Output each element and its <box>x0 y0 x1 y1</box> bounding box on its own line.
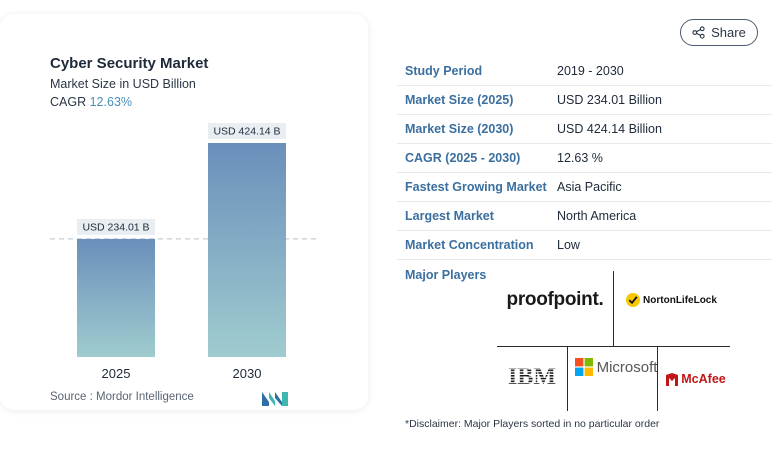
cagr-label: CAGR <box>50 95 87 109</box>
source-text: Source : Mordor Intelligence <box>50 391 194 403</box>
info-value: USD 234.01 Billion <box>557 93 662 107</box>
market-info-table: Study Period 2019 - 2030 Market Size (2025… <box>397 57 772 260</box>
ibm-striped-logo: IBM <box>508 364 556 386</box>
info-row: Largest Market North America <box>397 202 772 231</box>
divider <box>497 346 730 347</box>
data-label-bg <box>77 218 155 235</box>
chart-subtitle: Market Size in USD Billion <box>50 77 196 91</box>
info-row: CAGR (2025 - 2030) 12.63 % <box>397 144 772 173</box>
microsoft-squares-icon <box>574 358 593 376</box>
share-icon <box>692 26 705 39</box>
divider <box>657 346 658 411</box>
info-value: 2019 - 2030 <box>557 64 624 78</box>
mcafee-logo: McAfee <box>661 367 731 391</box>
info-value: USD 424.14 Billion <box>557 122 662 136</box>
bar-chart: USD 234.01 B 2025 USD 424.14 B 2030 <box>50 123 316 381</box>
ibm-wordmark: IBM <box>508 364 556 386</box>
info-label: Fastest Growing Market <box>405 180 547 194</box>
cagr-line: CAGR 12.63% <box>50 95 132 109</box>
info-value: 12.63 % <box>557 151 603 165</box>
check-badge-icon <box>626 293 641 307</box>
microsoft-logo: Microsoft <box>573 355 659 379</box>
major-players-grid: proofpoint. NortonLifeLock IBM Microsoft <box>497 271 772 411</box>
bar-2025 <box>77 238 155 357</box>
info-label: Largest Market <box>405 209 494 223</box>
mcafee-shield-icon <box>666 372 679 386</box>
proofpoint-wordmark: proofpoint <box>506 289 599 310</box>
disclaimer-text: *Disclaimer: Major Players sorted in no … <box>405 418 660 430</box>
info-value: North America <box>557 209 637 223</box>
mcafee-wordmark: McAfee <box>681 372 726 386</box>
proofpoint-dot: . <box>598 289 604 310</box>
x-tick-label: 2030 <box>233 366 262 381</box>
info-value: Low <box>557 238 580 252</box>
proofpoint-logo: proofpoint. <box>497 281 613 319</box>
divider <box>613 271 614 346</box>
cagr-value: 12.63% <box>89 95 133 109</box>
ibm-logo: IBM <box>501 363 563 387</box>
data-label: USD 234.01 B <box>82 221 149 233</box>
info-row: Market Size (2030) USD 424.14 Billion <box>397 115 772 144</box>
info-row: Study Period 2019 - 2030 <box>397 57 772 86</box>
major-players-label: Major Players <box>405 268 487 282</box>
info-label: Market Size (2030) <box>405 122 514 136</box>
market-summary-card: Cyber Security Market Market Size in USD… <box>0 14 368 410</box>
info-row: Fastest Growing Market Asia Pacific <box>397 173 772 202</box>
info-row: Market Concentration Low <box>397 231 772 260</box>
data-label: USD 424.14 B <box>213 126 280 138</box>
info-label: Market Concentration <box>405 238 534 252</box>
nortonlifelock-logo: NortonLifeLock <box>621 285 721 315</box>
divider <box>567 346 568 411</box>
info-label: Study Period <box>405 64 483 78</box>
share-label: Share <box>711 25 746 40</box>
mordor-intelligence-logo-icon <box>262 392 288 406</box>
data-label-bg <box>208 123 286 139</box>
x-tick-label: 2025 <box>102 366 131 381</box>
info-label: CAGR (2025 - 2030) <box>405 151 521 165</box>
info-label: Market Size (2025) <box>405 93 514 107</box>
nortonlifelock-wordmark: NortonLifeLock <box>643 294 717 306</box>
chart-title: Cyber Security Market <box>50 55 209 72</box>
info-row: Market Size (2025) USD 234.01 Billion <box>397 86 772 115</box>
microsoft-wordmark: Microsoft <box>596 358 658 376</box>
bar-2030 <box>208 143 286 357</box>
share-button[interactable]: Share <box>680 19 758 46</box>
info-value: Asia Pacific <box>557 180 622 194</box>
